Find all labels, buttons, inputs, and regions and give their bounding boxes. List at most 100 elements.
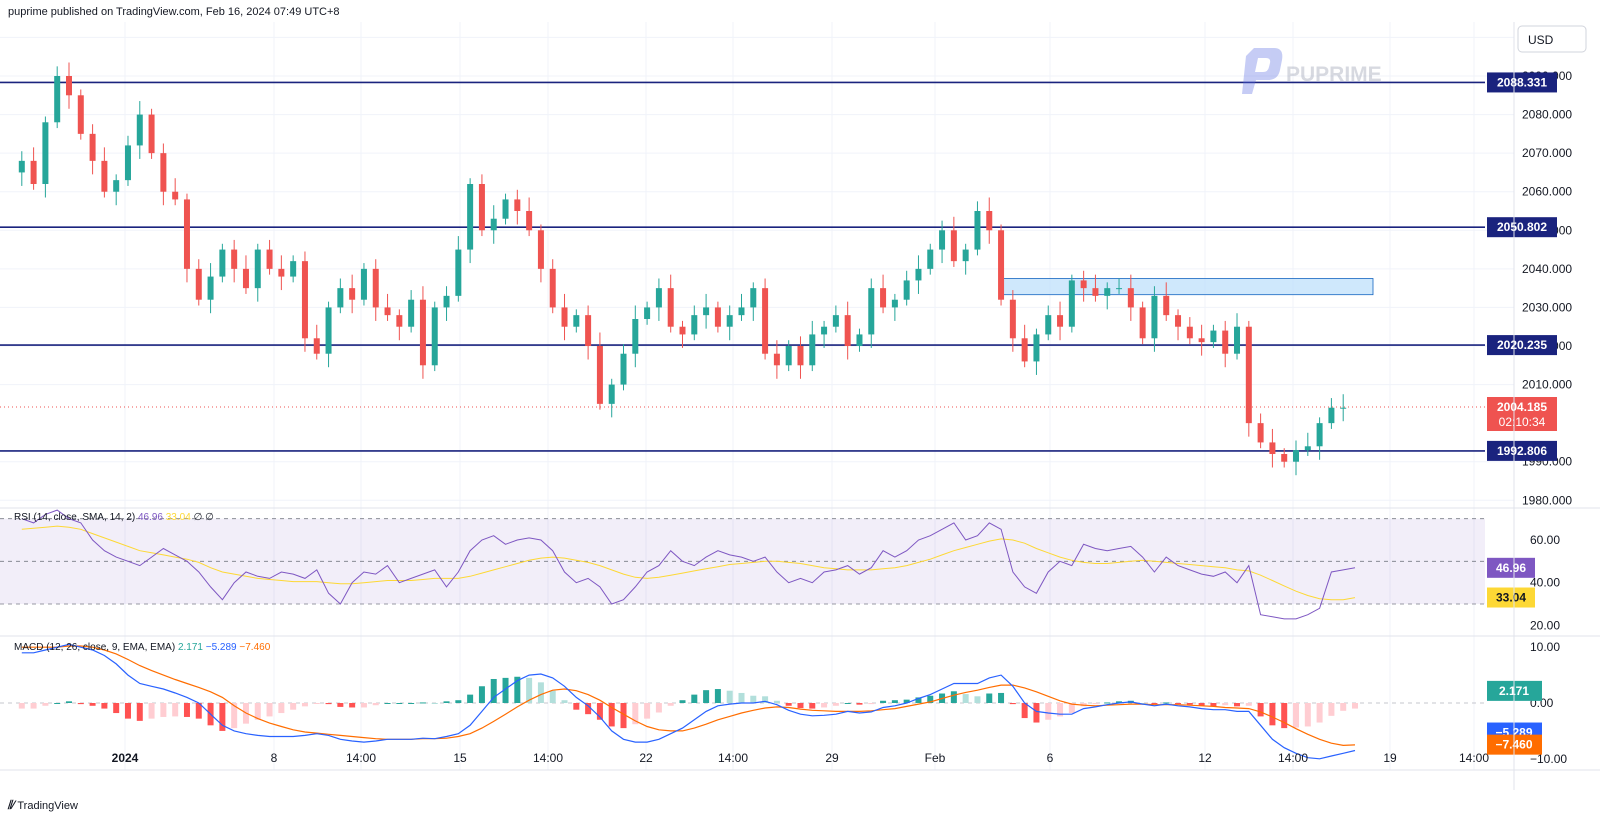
macd-histogram-bar <box>349 703 356 708</box>
macd-histogram-bar <box>455 700 462 703</box>
macd-histogram-bar <box>797 703 804 709</box>
candle-body <box>54 76 61 123</box>
candle-body <box>242 268 249 289</box>
price-tick-label: 2040.000 <box>1522 262 1572 276</box>
candle-body <box>455 249 462 296</box>
price-tick-label: 2070.000 <box>1522 146 1572 160</box>
candle-body <box>1316 423 1323 447</box>
rsi-tick-label: 20.00 <box>1530 618 1560 632</box>
candle-body <box>266 249 273 269</box>
rsi-legend-value: ∅ <box>194 512 206 523</box>
candle-body <box>30 160 37 184</box>
time-tick-label: 14:00 <box>346 751 376 765</box>
macd-histogram-bar <box>703 690 710 703</box>
candle-body <box>1257 423 1264 443</box>
candle-body <box>313 338 320 354</box>
rsi-sma-line <box>21 525 1356 601</box>
candle-body <box>585 315 592 346</box>
macd-histogram-bar <box>160 703 167 717</box>
candle-body <box>773 353 780 366</box>
macd-histogram-bar <box>431 703 438 704</box>
time-tick-label: 2024 <box>112 751 139 765</box>
macd-histogram-bar <box>360 703 367 708</box>
macd-legend-value: 2.171 <box>178 642 206 653</box>
candle-body <box>1210 330 1217 343</box>
time-tick-label: 14:00 <box>1278 751 1308 765</box>
candle-body <box>891 299 898 308</box>
candle-body <box>148 114 155 154</box>
macd-histogram-bar <box>266 703 273 717</box>
candle-body <box>254 249 261 289</box>
puprime-logo-watermark: PUPRIME <box>1242 48 1382 94</box>
macd-line <box>21 643 1356 760</box>
candle-body <box>349 288 356 300</box>
last-price-badge <box>1487 397 1557 432</box>
macd-histogram-bar <box>148 703 155 719</box>
macd-histogram-bar <box>998 692 1005 703</box>
candle-body <box>77 95 84 134</box>
macd-histogram-bar <box>762 696 769 703</box>
level-price-badge <box>1487 72 1557 93</box>
price-tick-label: 1980.000 <box>1522 493 1572 507</box>
macd-histogram-bar <box>89 703 96 706</box>
candle-body <box>1281 454 1288 462</box>
macd-histogram-bar <box>490 678 497 703</box>
macd-histogram-bar <box>1045 703 1052 720</box>
logo-mark-icon <box>1242 48 1283 94</box>
macd-histogram-bar <box>136 703 143 721</box>
candlestick-series <box>18 62 1347 476</box>
candle-body <box>1116 288 1123 290</box>
macd-histogram-bar <box>1104 702 1111 704</box>
candle-body <box>42 122 49 184</box>
rsi-value-label: 46.96 <box>1496 561 1526 575</box>
candle-body <box>408 299 415 327</box>
candle-body <box>1009 299 1016 339</box>
candle-body <box>1151 295 1158 339</box>
level-price-badge <box>1487 440 1557 461</box>
level-price-label: 1992.806 <box>1497 444 1547 458</box>
candle-body <box>667 288 674 327</box>
candle-body <box>762 288 769 354</box>
candle-body <box>726 315 733 327</box>
candle-body <box>655 288 662 308</box>
candle-body <box>396 315 403 327</box>
macd-histogram-bar <box>1269 703 1276 726</box>
candle-body <box>1057 315 1064 327</box>
candle-body <box>644 307 651 319</box>
rsi-sma-badge <box>1487 587 1535 608</box>
macd-histogram-bar <box>1304 703 1311 727</box>
macd-histogram-bar <box>77 703 84 705</box>
candle-body <box>703 307 710 316</box>
macd-histogram-bar <box>561 700 568 703</box>
currency-button[interactable] <box>1517 25 1587 53</box>
macd-histogram-bar <box>1057 703 1064 717</box>
macd-histogram-bar <box>1316 703 1323 723</box>
candle-body <box>903 280 910 300</box>
candle-body <box>998 230 1005 300</box>
candle-body <box>502 199 509 219</box>
macd-histogram-bar <box>585 703 592 715</box>
macd-histogram-bar <box>18 703 25 709</box>
macd-histogram-bar <box>478 686 485 703</box>
candle-body <box>101 160 108 192</box>
time-tick-label: 14:00 <box>533 751 563 765</box>
supply-zone <box>1002 278 1374 296</box>
candle-body <box>372 268 379 308</box>
macd-histogram-bar <box>195 703 202 719</box>
candle-body <box>596 346 603 404</box>
candle-body <box>172 191 179 200</box>
macd-histogram-bar <box>1352 703 1358 709</box>
time-tick-label: 14:00 <box>1459 751 1489 765</box>
macd-histogram-bar <box>301 703 308 707</box>
candle-body <box>1021 338 1028 362</box>
rsi-legend-value: ∅ <box>205 512 214 523</box>
macd-tick-label: −10.00 <box>1530 752 1567 766</box>
macd-histogram-bar <box>596 703 603 720</box>
level-price-label: 2088.331 <box>1497 75 1547 89</box>
macd-histogram-bar <box>101 703 108 709</box>
footer: ⫽⁄ TradingView <box>8 798 78 813</box>
candle-body <box>537 230 544 269</box>
macd-histogram-bar <box>1186 703 1193 705</box>
rsi-tick-label: 40.00 <box>1530 576 1560 590</box>
